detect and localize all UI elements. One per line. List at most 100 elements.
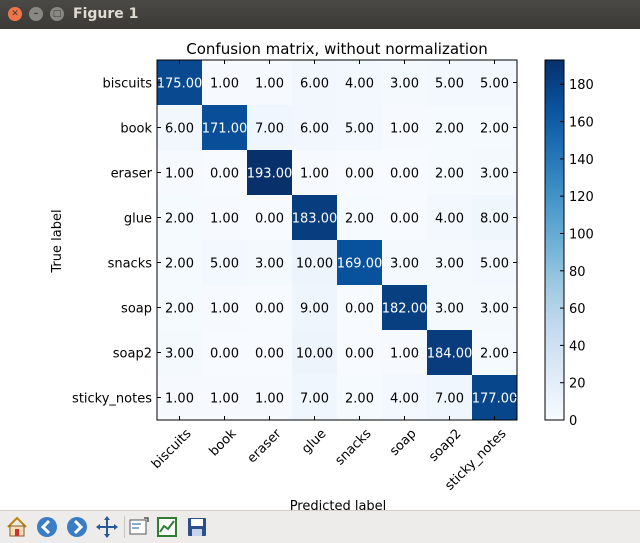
cell-value-label: 3.00 (255, 257, 284, 272)
matrix-cell (427, 240, 472, 285)
matrix-cell (292, 105, 337, 150)
matrix-cell (157, 150, 202, 195)
matrix-cell (157, 375, 202, 420)
matrix-cell (202, 150, 247, 195)
cell-value-label: 1.00 (390, 347, 419, 362)
zoom-button[interactable] (125, 513, 153, 541)
matrix-cell (202, 240, 247, 285)
cell-value-label: 3.00 (480, 302, 509, 317)
colorbar-tick-label: 20 (569, 377, 586, 392)
matrix-cell (292, 60, 337, 105)
cell-value-label: 3.00 (435, 257, 464, 272)
cell-value-label: 182.00 (382, 302, 428, 317)
matrix-cell (382, 240, 427, 285)
matrix-cell (472, 240, 517, 285)
matrix-cell (292, 195, 337, 240)
matrix-cell (157, 330, 202, 375)
cell-value-label: 2.00 (165, 212, 194, 227)
matrix-cell (427, 150, 472, 195)
plot-frame (156, 59, 518, 421)
close-icon[interactable]: ✕ (8, 7, 22, 21)
cell-value-label: 177.00 (472, 392, 518, 407)
home-button[interactable] (3, 513, 31, 541)
matrix-cell (427, 375, 472, 420)
subplots-button[interactable] (153, 513, 181, 541)
x-tick-label: soap (387, 426, 419, 458)
colorbar-tick-label: 120 (569, 190, 594, 205)
cell-value-label: 175.00 (157, 77, 203, 92)
colorbar-tick-label: 140 (569, 153, 594, 168)
cell-value-label: 7.00 (255, 122, 284, 137)
cell-value-label: 3.00 (165, 347, 194, 362)
matrix-cell (202, 375, 247, 420)
y-tick-label: soap2 (113, 347, 152, 362)
matrix-cell (292, 375, 337, 420)
cell-value-label: 2.00 (345, 392, 374, 407)
back-button[interactable] (33, 513, 61, 541)
cell-value-label: 4.00 (390, 392, 419, 407)
matrix-cell (427, 105, 472, 150)
matrix-cell (247, 60, 292, 105)
matrix-cell (427, 330, 472, 375)
cell-value-label: 171.00 (202, 122, 248, 137)
matrix-cell (247, 150, 292, 195)
y-tick-label: soap (121, 302, 152, 317)
navigation-toolbar (0, 510, 640, 543)
cell-value-label: 0.00 (210, 347, 239, 362)
x-tick-label: glue (299, 426, 329, 456)
cell-value-label: 0.00 (255, 347, 284, 362)
y-tick-label: sticky_notes (72, 392, 152, 407)
move-icon (96, 516, 118, 538)
cell-value-label: 6.00 (300, 122, 329, 137)
matrix-cell (472, 150, 517, 195)
configure-subplots-icon (157, 517, 177, 537)
cell-value-label: 8.00 (480, 212, 509, 227)
cell-value-label: 2.00 (480, 122, 509, 137)
save-button[interactable] (183, 513, 211, 541)
cell-value-label: 5.00 (210, 257, 239, 272)
cell-value-label: 7.00 (300, 392, 329, 407)
matrix-cell (337, 150, 382, 195)
colorbar-tick-label: 40 (569, 339, 586, 354)
matrix-cell (292, 285, 337, 330)
matrix-cell (247, 375, 292, 420)
cell-value-label: 0.00 (390, 167, 419, 182)
y-tick-label: snacks (108, 257, 153, 272)
cell-value-label: 169.00 (337, 257, 383, 272)
cell-value-label: 2.00 (345, 212, 374, 227)
cell-value-label: 1.00 (390, 122, 419, 137)
matrix-cell (202, 60, 247, 105)
colorbar (544, 59, 565, 421)
cell-value-label: 183.00 (292, 212, 338, 227)
matrix-cell (157, 195, 202, 240)
cell-value-label: 0.00 (345, 167, 374, 182)
matrix-cell (292, 330, 337, 375)
cell-value-label: 5.00 (435, 77, 464, 92)
colorbar-tick-label: 80 (569, 265, 586, 280)
matrix-cell (337, 330, 382, 375)
cell-value-label: 1.00 (255, 392, 284, 407)
minimize-icon[interactable]: – (29, 7, 43, 21)
matrix-cell (202, 330, 247, 375)
cell-value-label: 1.00 (210, 212, 239, 227)
cell-value-label: 2.00 (435, 122, 464, 137)
matrix-cell (427, 195, 472, 240)
maximize-icon[interactable]: □ (50, 7, 64, 21)
pan-button[interactable] (93, 513, 121, 541)
cell-value-label: 3.00 (480, 167, 509, 182)
cell-value-label: 0.00 (255, 212, 284, 227)
matrix-cell (157, 105, 202, 150)
matrix-cell (472, 285, 517, 330)
confusion-matrix-chart: Confusion matrix, without normalization … (50, 40, 594, 510)
cell-value-label: 0.00 (345, 302, 374, 317)
cell-value-label: 7.00 (435, 392, 464, 407)
cell-value-label: 5.00 (480, 77, 509, 92)
x-tick-label: eraser (245, 426, 285, 466)
cell-value-label: 10.00 (296, 347, 333, 362)
arrow-right-icon (67, 517, 87, 537)
forward-button[interactable] (63, 513, 91, 541)
matrix-cell (382, 195, 427, 240)
x-axis-label: Predicted label (290, 499, 387, 510)
matrix-cell (337, 195, 382, 240)
matrix-cell (472, 60, 517, 105)
